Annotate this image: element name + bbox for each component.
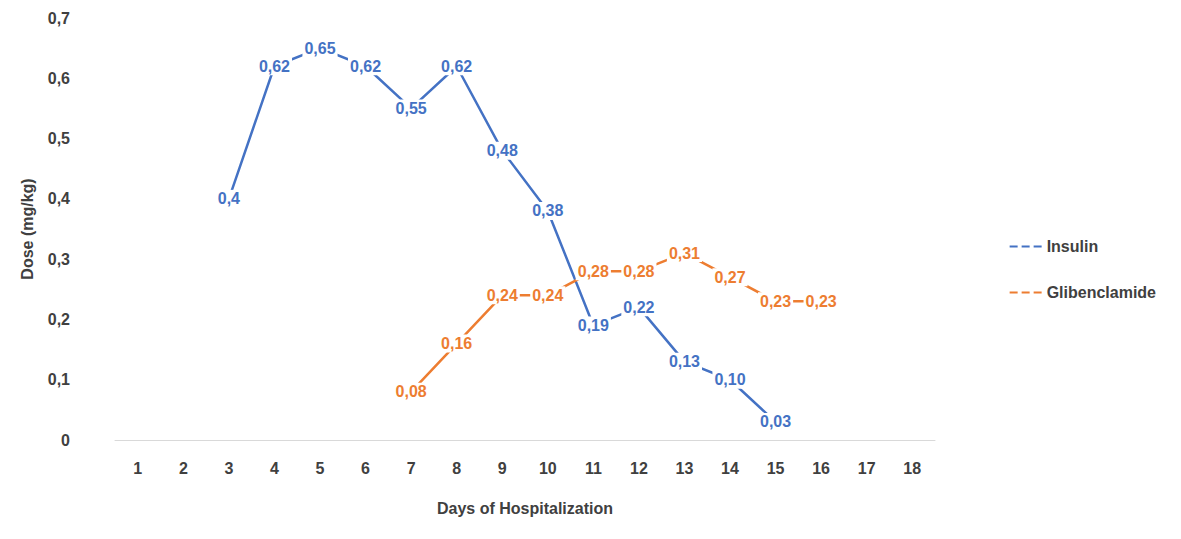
svg-text:0,27: 0,27 xyxy=(714,269,745,286)
svg-text:0,7: 0,7 xyxy=(48,10,70,27)
svg-text:0,62: 0,62 xyxy=(259,58,290,75)
svg-text:Insulin: Insulin xyxy=(1047,238,1099,255)
svg-text:0,22: 0,22 xyxy=(623,299,654,316)
svg-text:0,13: 0,13 xyxy=(669,353,700,370)
svg-text:0: 0 xyxy=(61,432,70,449)
svg-text:11: 11 xyxy=(585,460,602,477)
svg-text:17: 17 xyxy=(858,460,876,477)
svg-text:7: 7 xyxy=(407,460,416,477)
svg-text:0,28: 0,28 xyxy=(578,263,609,280)
svg-text:6: 6 xyxy=(361,460,370,477)
svg-text:0,08: 0,08 xyxy=(396,383,427,400)
svg-text:0,24: 0,24 xyxy=(487,287,518,304)
svg-text:0,65: 0,65 xyxy=(304,40,335,57)
svg-text:0,24: 0,24 xyxy=(532,287,563,304)
svg-text:9: 9 xyxy=(498,460,507,477)
svg-text:0,03: 0,03 xyxy=(760,413,791,430)
svg-text:0,23: 0,23 xyxy=(760,293,791,310)
svg-text:0,28: 0,28 xyxy=(623,263,654,280)
svg-text:0,5: 0,5 xyxy=(48,130,70,147)
svg-text:4: 4 xyxy=(270,460,279,477)
svg-text:0,1: 0,1 xyxy=(48,371,70,388)
svg-text:0,31: 0,31 xyxy=(669,245,700,262)
svg-text:0,62: 0,62 xyxy=(441,58,472,75)
svg-text:15: 15 xyxy=(767,460,785,477)
svg-text:0,6: 0,6 xyxy=(48,70,70,87)
svg-text:2: 2 xyxy=(179,460,188,477)
svg-text:Glibenclamide: Glibenclamide xyxy=(1047,284,1156,301)
svg-text:5: 5 xyxy=(316,460,325,477)
svg-text:1: 1 xyxy=(133,460,142,477)
svg-text:0,3: 0,3 xyxy=(48,251,70,268)
svg-text:0,2: 0,2 xyxy=(48,311,70,328)
svg-text:8: 8 xyxy=(452,460,461,477)
svg-text:0,4: 0,4 xyxy=(218,190,240,207)
svg-text:0,16: 0,16 xyxy=(441,335,472,352)
svg-text:0,23: 0,23 xyxy=(806,293,837,310)
svg-text:18: 18 xyxy=(903,460,921,477)
svg-text:Dose (mg/kg): Dose (mg/kg) xyxy=(19,178,36,279)
svg-text:0,10: 0,10 xyxy=(714,371,745,388)
svg-text:16: 16 xyxy=(812,460,830,477)
svg-text:Days of Hospitalization: Days of Hospitalization xyxy=(437,500,613,517)
svg-text:0,4: 0,4 xyxy=(48,190,70,207)
svg-text:0,55: 0,55 xyxy=(396,100,427,117)
svg-text:14: 14 xyxy=(721,460,739,477)
svg-text:10: 10 xyxy=(539,460,557,477)
svg-text:3: 3 xyxy=(224,460,233,477)
svg-text:12: 12 xyxy=(630,460,648,477)
svg-text:13: 13 xyxy=(676,460,694,477)
svg-text:0,38: 0,38 xyxy=(532,202,563,219)
svg-text:0,48: 0,48 xyxy=(487,142,518,159)
svg-text:0,62: 0,62 xyxy=(350,58,381,75)
svg-text:0,19: 0,19 xyxy=(578,317,609,334)
